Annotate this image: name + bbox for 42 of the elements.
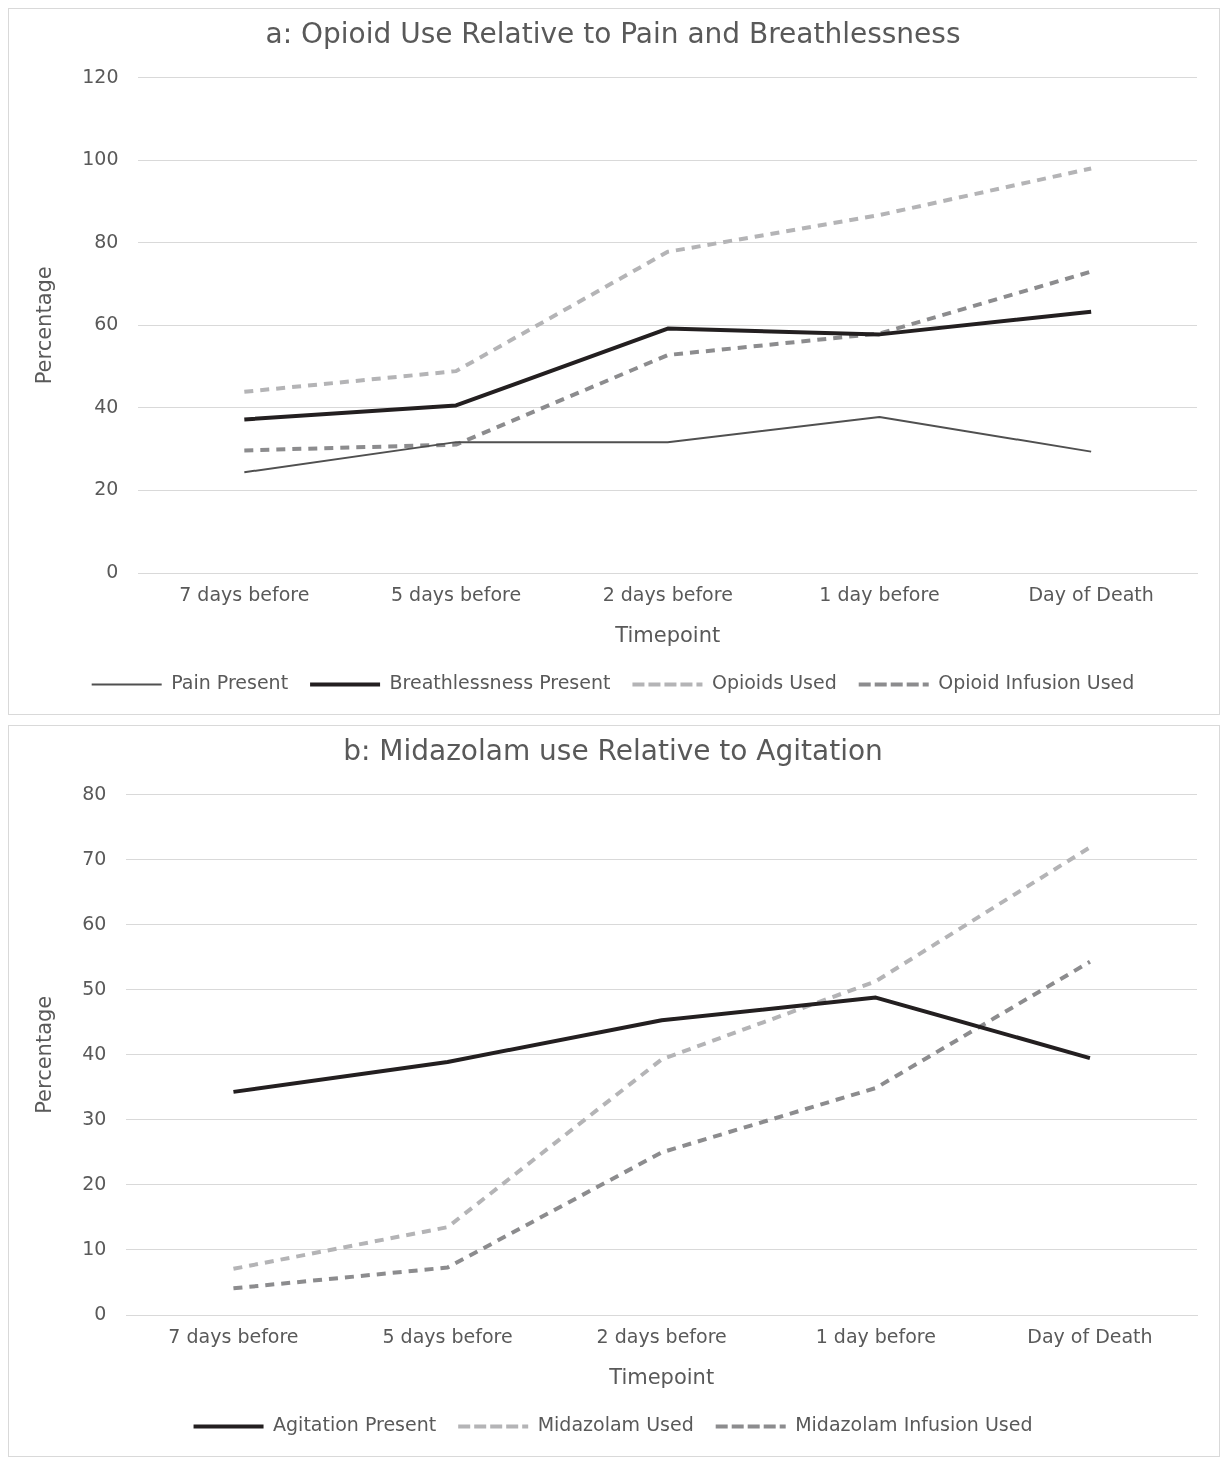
y-tick-label: 20 [82, 1171, 107, 1194]
x-tick-label: 2 days before [596, 1325, 727, 1348]
y-tick-label: 40 [82, 1041, 107, 1064]
legend-label: Agitation Present [273, 1413, 437, 1436]
y-tick-label: 120 [82, 64, 119, 87]
x-tick-label: 1 day before [815, 1325, 936, 1348]
y-tick-label: 70 [82, 846, 107, 869]
y-axis-title: Percentage [32, 266, 57, 385]
x-tick-label: 5 days before [382, 1325, 513, 1348]
x-tick-label: Day of Death [1028, 583, 1154, 606]
x-tick-label: Day of Death [1027, 1325, 1153, 1348]
line-series [231, 845, 1092, 1271]
y-tick-label: 100 [82, 147, 119, 170]
y-tick-label: 80 [94, 229, 119, 252]
y-tick-label: 0 [106, 559, 119, 582]
legend-label: Midazolam Infusion Used [795, 1413, 1033, 1436]
x-axis-title: Timepoint [608, 1364, 715, 1389]
x-tick-label: 2 days before [602, 583, 733, 606]
line-series [231, 959, 1092, 1291]
y-axis-title: Percentage [32, 995, 57, 1114]
x-tick-label: 1 day before [819, 583, 940, 606]
y-tick-label: 20 [94, 477, 119, 500]
x-axis-title: Timepoint [614, 622, 721, 647]
line-series [242, 166, 1094, 394]
y-tick-label: 40 [94, 394, 119, 417]
legend-label: Breathlessness Present [389, 671, 611, 694]
x-tick-label: 5 days before [390, 583, 522, 606]
legend-label: Midazolam Used [537, 1413, 694, 1436]
x-tick-label: 7 days before [168, 1325, 299, 1348]
y-tick-label: 60 [94, 312, 119, 335]
legend-label: Opioids Used [711, 671, 837, 694]
chart-title: a: Opioid Use Relative to Pain and Breathlessness [265, 17, 961, 51]
y-tick-label: 80 [82, 781, 107, 804]
y-tick-label: 50 [82, 976, 107, 999]
x-tick-label: 7 days before [179, 583, 310, 606]
y-tick-label: 10 [82, 1236, 107, 1259]
y-tick-label: 0 [94, 1301, 107, 1324]
legend-label: Pain Present [171, 671, 289, 694]
chart-title: b: Midazolam use Relative to Agitation [343, 734, 883, 768]
y-tick-label: 60 [82, 911, 107, 934]
legend-label: Opioid Infusion Used [938, 671, 1135, 694]
y-tick-label: 30 [82, 1106, 107, 1129]
